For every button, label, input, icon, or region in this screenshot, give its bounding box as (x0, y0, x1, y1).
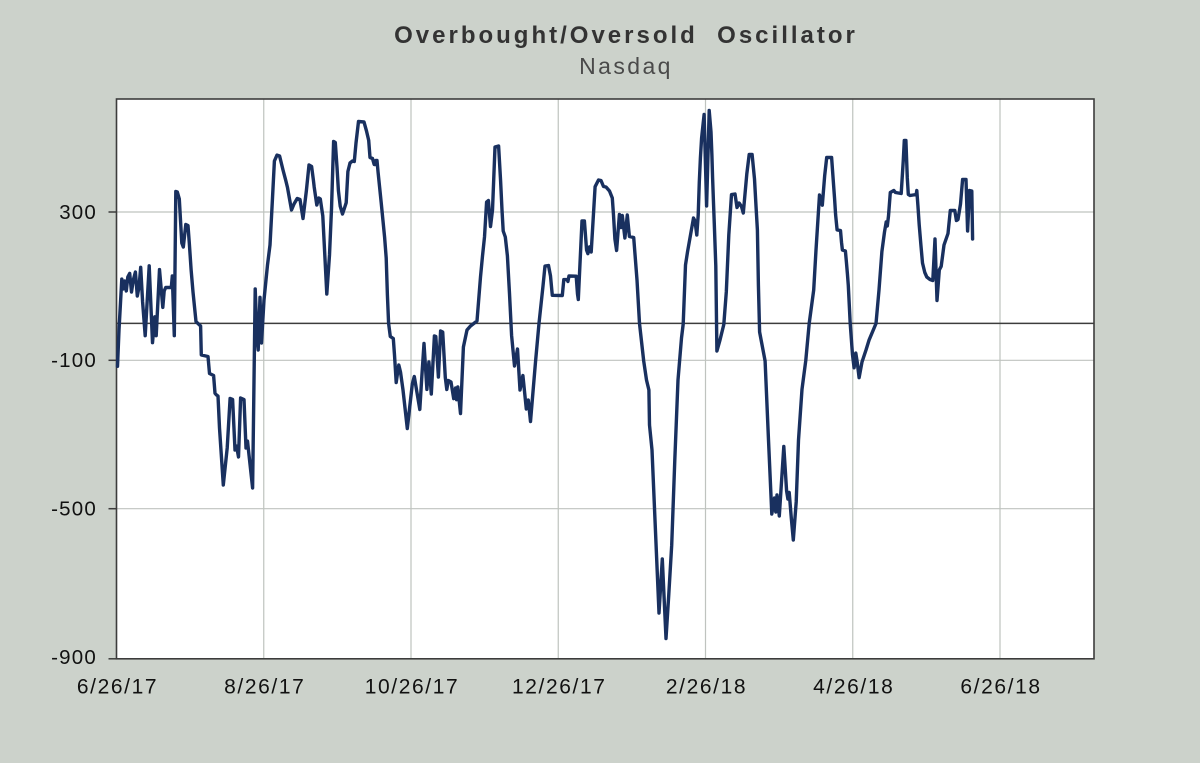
svg-text:-100: -100 (51, 349, 97, 372)
svg-text:2/26/18: 2/26/18 (666, 676, 747, 699)
svg-text:6/26/17: 6/26/17 (77, 676, 158, 699)
svg-text:10/26/17: 10/26/17 (365, 676, 460, 699)
svg-text:12/26/17: 12/26/17 (512, 676, 607, 699)
svg-text:6/26/18: 6/26/18 (960, 676, 1041, 699)
svg-text:-500: -500 (51, 498, 97, 521)
svg-text:8/26/17: 8/26/17 (224, 676, 305, 699)
svg-text:300: 300 (59, 201, 97, 224)
svg-text:4/26/18: 4/26/18 (813, 676, 894, 699)
svg-text:-900: -900 (51, 646, 97, 669)
